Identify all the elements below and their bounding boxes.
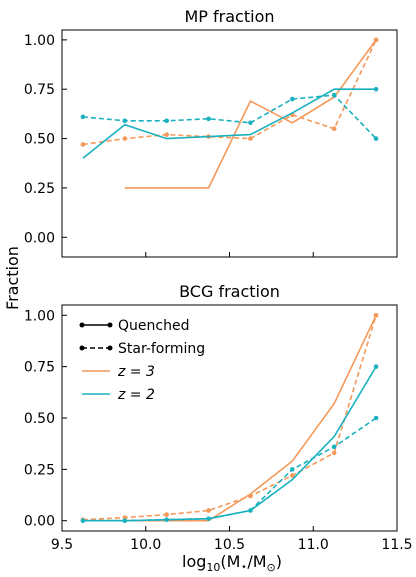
y-tick-label: 0.25: [24, 181, 55, 197]
legend-z3-label: z = 3: [117, 364, 155, 380]
data-point: [164, 517, 169, 522]
x-tick-label: 11.0: [298, 537, 329, 553]
data-point: [206, 516, 211, 521]
data-point: [164, 512, 169, 517]
data-point: [80, 114, 86, 120]
data-point: [373, 37, 379, 43]
data-point: [80, 142, 86, 147]
data-point: [248, 120, 253, 126]
data-point: [122, 518, 128, 524]
legend-quenched-marker: [107, 322, 113, 328]
bcg-fraction-title: BCG fraction: [179, 282, 280, 301]
data-point: [290, 96, 295, 102]
mp-fraction-title: MP fraction: [185, 7, 275, 26]
data-point: [373, 86, 379, 92]
series-line-z3-quenched: [124, 39, 377, 189]
data-point: [248, 493, 253, 499]
data-point: [164, 132, 169, 137]
y-tick-label: 0.00: [24, 230, 55, 246]
data-point: [373, 415, 379, 421]
plot-frame: [61, 304, 398, 532]
x-tick-label: 10.0: [130, 537, 161, 553]
data-point: [331, 450, 337, 456]
data-point: [122, 118, 128, 124]
y-tick-label: 1.00: [24, 33, 55, 49]
data-point: [373, 364, 379, 369]
series-line-z2-starforming: [82, 417, 377, 522]
data-point: [164, 118, 169, 124]
data-point: [248, 508, 253, 513]
legend-quenched-marker: [79, 322, 85, 328]
legend-starforming-marker: [79, 345, 85, 351]
data-point: [206, 116, 211, 122]
data-point: [373, 312, 379, 318]
data-point: [373, 136, 379, 141]
data-point: [122, 136, 128, 141]
y-tick-label: 0.75: [24, 360, 55, 376]
y-tick-label: 0.25: [24, 462, 55, 478]
data-point: [290, 467, 295, 472]
x-tick-label: 11.5: [381, 537, 412, 553]
mp-fraction-panel: 0.00 0.25 0.50 0.75 1.00: [24, 29, 398, 258]
x-tick-label: 9.5: [51, 537, 73, 553]
legend-z2-label: z = 2: [117, 387, 155, 403]
legend-starforming-marker: [107, 345, 113, 351]
data-point: [331, 126, 337, 131]
series-line-z2-quenched: [82, 88, 377, 159]
y-tick-label: 0.00: [24, 514, 55, 530]
data-point: [206, 508, 211, 513]
data-point: [331, 92, 337, 98]
legend-quenched-label: Quenched: [118, 318, 189, 334]
bcg-fraction-panel: 0.00 0.25 0.50 0.75 1.00 9.5 10.0 10.5 11.0 11.5: [24, 304, 413, 553]
x-tick-label: 10.5: [214, 537, 245, 553]
x-axis-label: log10(M⋆/M⊙): [182, 552, 282, 574]
y-axis-label: Fraction: [3, 246, 22, 310]
data-point: [290, 473, 295, 478]
series-line-z2-starforming: [82, 94, 377, 140]
series-line-z3-starforming: [82, 39, 377, 146]
y-tick-label: 0.50: [24, 411, 55, 427]
y-tick-label: 1.00: [24, 308, 55, 324]
data-point: [80, 518, 86, 524]
series-line-z3-starforming: [82, 315, 377, 521]
data-point: [248, 136, 253, 141]
y-tick-label: 0.50: [24, 132, 55, 148]
legend: Quenched Star-forming z = 3 z = 2: [79, 318, 205, 403]
data-point: [331, 444, 337, 450]
y-tick-label: 0.75: [24, 82, 55, 98]
legend-starforming-label: Star-forming: [118, 341, 205, 357]
